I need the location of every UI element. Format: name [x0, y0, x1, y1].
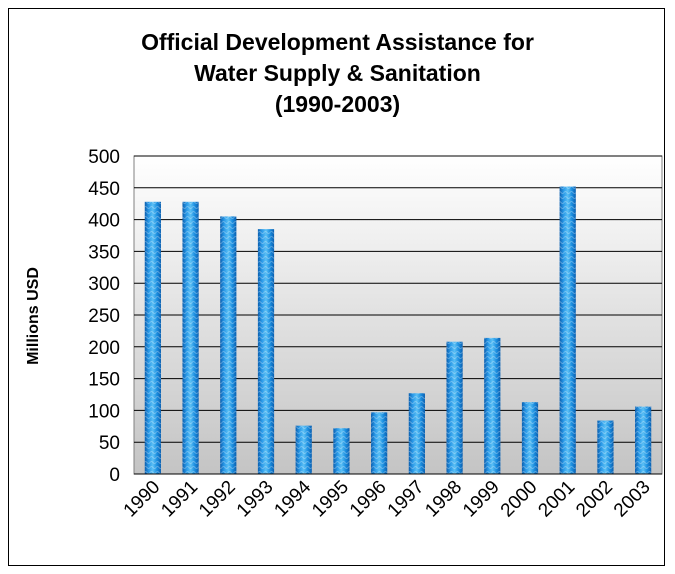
- chart-title: Official Development Assistance for Wate…: [0, 27, 675, 120]
- bar: [446, 341, 463, 474]
- bar: [333, 428, 350, 474]
- bar-texture: [295, 425, 312, 474]
- bar-texture: [333, 428, 350, 474]
- y-tick-label: 50: [99, 433, 120, 454]
- x-tick-label: 1995: [308, 477, 353, 522]
- y-tick-label: 350: [88, 242, 120, 263]
- x-tick-label: 2000: [497, 477, 542, 522]
- bar: [597, 420, 614, 474]
- bar: [257, 229, 275, 474]
- bar-texture: [182, 201, 199, 475]
- y-tick-label: 0: [109, 465, 120, 486]
- bar-texture: [559, 186, 576, 474]
- y-tick-label: 200: [88, 338, 120, 359]
- y-tick-label: 250: [88, 306, 120, 327]
- y-tick-label: 500: [88, 147, 120, 168]
- x-tick-label: 1991: [157, 477, 202, 522]
- bar-texture: [408, 393, 425, 474]
- y-tick-label: 400: [88, 211, 120, 232]
- x-tick-label: 1994: [271, 476, 316, 521]
- bar: [521, 402, 539, 474]
- x-tick-label: 1997: [384, 477, 429, 522]
- x-tick-label: 1996: [346, 477, 391, 522]
- bar: [295, 425, 312, 474]
- x-tick-label: 2001: [535, 477, 580, 522]
- bar: [408, 393, 425, 474]
- bar: [220, 216, 237, 475]
- y-tick-label: 450: [88, 179, 120, 200]
- bar-texture: [597, 420, 614, 474]
- y-tick-labels: 0 50 100 150 200 250 300 350 400 450 500: [88, 147, 120, 486]
- bar-texture: [635, 406, 652, 474]
- bars: [144, 186, 652, 475]
- bar-texture: [484, 337, 501, 474]
- bar-texture: [144, 201, 161, 475]
- x-tick-label: 1999: [459, 477, 504, 522]
- x-tick-label: 1998: [421, 477, 466, 522]
- x-tick-label: 1992: [195, 477, 240, 522]
- bar-texture: [521, 402, 539, 474]
- bar: [182, 201, 199, 475]
- y-tick-label: 150: [88, 370, 120, 391]
- bar: [371, 412, 388, 474]
- chart-title-line-2: Water Supply & Sanitation: [194, 60, 481, 86]
- bar-texture: [371, 412, 388, 474]
- y-tick-label: 100: [88, 401, 120, 422]
- bar: [559, 186, 576, 474]
- x-tick-label: 1993: [233, 477, 278, 522]
- bar: [484, 337, 501, 474]
- bar-texture: [220, 216, 237, 475]
- x-tick-labels: 1990199119921993199419951996199719981999…: [120, 476, 655, 521]
- bar: [144, 201, 161, 475]
- bar-texture: [446, 341, 463, 474]
- y-tick-label: 300: [88, 274, 120, 295]
- bar: [635, 406, 652, 474]
- x-tick-label: 2003: [610, 477, 655, 522]
- x-tick-label: 2002: [572, 477, 617, 522]
- chart-title-line-3: (1990-2003): [274, 91, 401, 117]
- chart-title-line-1: Official Development Assistance for: [141, 29, 534, 55]
- x-tick-label: 1990: [120, 477, 165, 522]
- bar-texture: [257, 229, 275, 474]
